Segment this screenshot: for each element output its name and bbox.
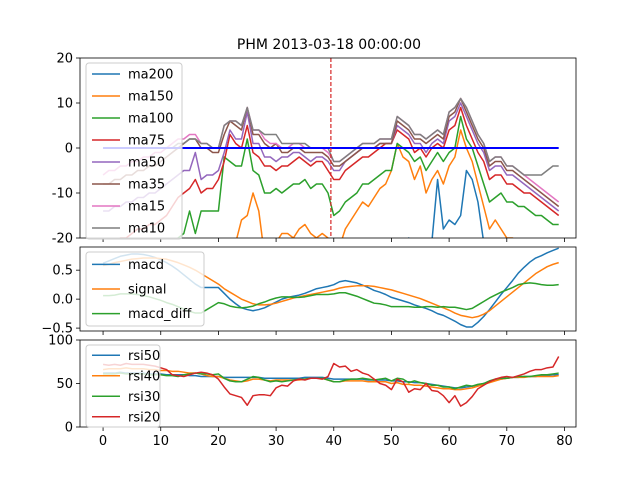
xtick-label: 0 — [99, 434, 107, 449]
legend-label-rsi30: rsi30 — [128, 390, 160, 405]
ytick-label: 10 — [56, 97, 73, 112]
legend-label-macd_diff: macd_diff — [128, 307, 192, 322]
legend-label-ma150: ma150 — [128, 90, 173, 105]
ytick-label: -20 — [52, 232, 73, 247]
legend: ma200 ma150 ma100 ma75 ma50 ma35 ma15 ma10 — [85, 62, 183, 240]
legend: rsi50 rsi40 rsi30 rsi20 — [85, 344, 161, 428]
xtick-label: 60 — [441, 434, 458, 449]
xtick-label: 70 — [499, 434, 516, 449]
legend-label-signal: signal — [128, 283, 166, 298]
legend-label-ma35: ma35 — [128, 178, 165, 193]
axes-frame — [79, 246, 577, 332]
xtick-label: 20 — [210, 434, 227, 449]
series-line-ma150 — [236, 129, 514, 238]
panel-macd: −0.5 0.0 0.5 macd signal macd_diff — [41, 246, 577, 337]
series-line-ma200 — [407, 169, 484, 238]
chart-title: PHM 2013-03-18 00:00:00 — [237, 37, 421, 53]
legend-label-ma75: ma75 — [128, 134, 165, 149]
ytick-label: 0 — [65, 142, 73, 157]
ytick-label: −0.5 — [41, 322, 73, 337]
legend-box — [85, 62, 183, 240]
legend-label-macd: macd — [128, 258, 164, 273]
legend-box — [85, 344, 161, 428]
ytick-label: 100 — [48, 334, 73, 349]
legend-label-ma50: ma50 — [128, 156, 165, 171]
ytick-label: 0.0 — [52, 293, 73, 308]
axes-frame — [79, 339, 577, 428]
legend-label-ma15: ma15 — [128, 200, 165, 215]
ytick-label: -10 — [52, 187, 73, 202]
panel-moving-averages: -20-1001020ma200ma150ma100ma75ma50ma35ma… — [52, 52, 577, 247]
xtick-label: 30 — [268, 434, 285, 449]
ytick-label: 0.5 — [52, 264, 73, 279]
legend-label-ma200: ma200 — [128, 68, 173, 83]
legend-label-rsi20: rsi20 — [128, 410, 160, 425]
legend-box — [85, 251, 205, 327]
xtick-label: 50 — [383, 434, 400, 449]
ytick-label: 0 — [65, 421, 73, 436]
legend-label-rsi50: rsi50 — [128, 349, 160, 364]
series-line-rsi20 — [102, 356, 560, 407]
ytick-label: 20 — [56, 52, 73, 67]
legend-label-rsi40: rsi40 — [128, 369, 160, 384]
panels: -20-1001020ma200ma150ma100ma75ma50ma35ma… — [41, 52, 577, 449]
legend-label-ma100: ma100 — [128, 112, 173, 127]
axes-frame — [79, 57, 577, 239]
ytick-label: 50 — [56, 377, 73, 392]
legend-label-ma10: ma10 — [128, 222, 165, 237]
xtick-label: 40 — [325, 434, 342, 449]
xtick-label: 80 — [556, 434, 573, 449]
legend: macd signal macd_diff — [85, 251, 205, 327]
plot-area — [102, 356, 560, 407]
xtick-label: 10 — [152, 434, 169, 449]
